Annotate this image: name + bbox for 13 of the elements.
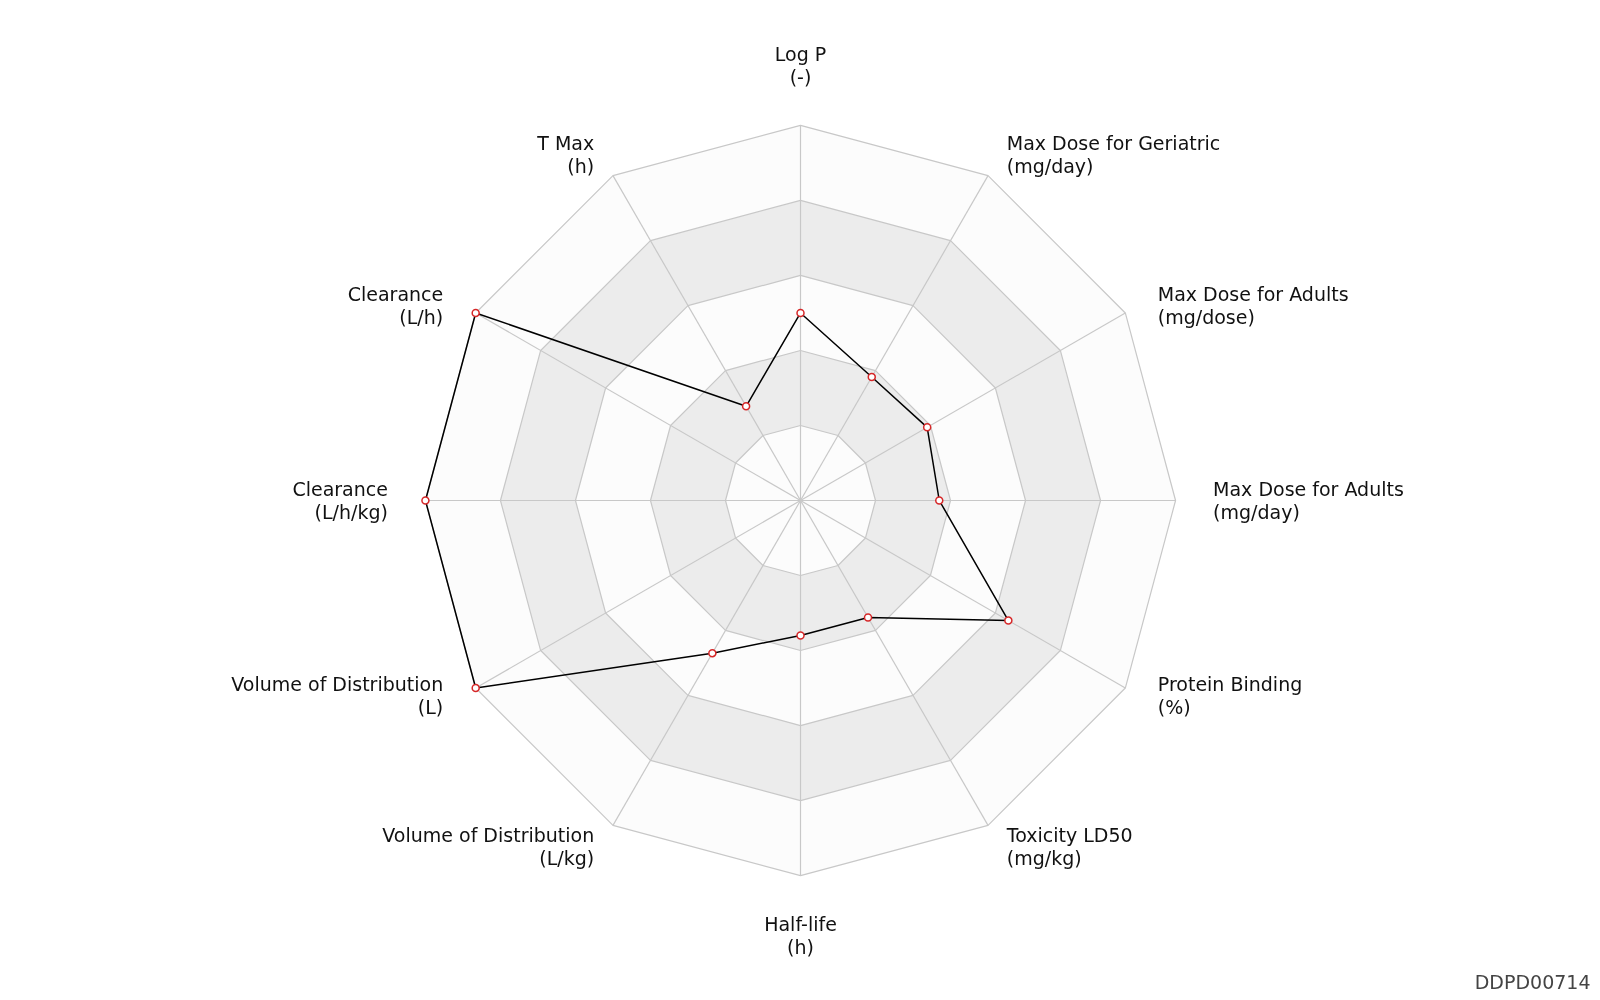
spoke-label: Max Dose for Adults (mg/dose): [1157, 282, 1349, 328]
text: DDPD00714: [1474, 970, 1591, 993]
spoke-label: Volume of Distribution (L): [231, 673, 444, 719]
spoke-label: Max Dose for Adults (mg/day): [1213, 477, 1404, 524]
spoke-label: Clearance (L/h): [347, 282, 444, 328]
spoke-label: Volume of Distribution (L/kg): [382, 824, 595, 870]
spoke-label: Protein Binding (%): [1157, 673, 1303, 719]
spoke-label: T Max (h): [536, 131, 595, 177]
spoke-label: Max Dose for Geriatric (mg/day): [1006, 131, 1221, 177]
spoke-label: Clearance (L/h/kg): [292, 477, 388, 524]
spoke-label: Toxicity LD50 (mg/kg): [1005, 824, 1133, 870]
spoke-label: Log P (-): [774, 42, 827, 88]
spoke-label: Half-life (h): [764, 913, 837, 959]
